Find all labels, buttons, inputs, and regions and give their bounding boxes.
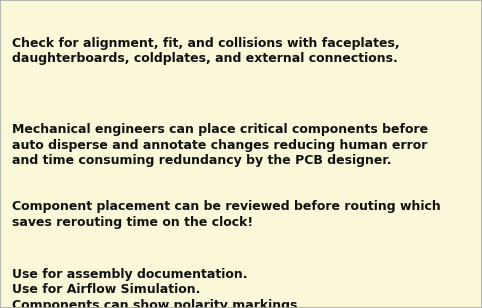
Text: Use for assembly documentation.
Use for Airflow Simulation.
Components can show : Use for assembly documentation. Use for …: [12, 268, 297, 308]
Text: Check for alignment, fit, and collisions with faceplates,
daughterboards, coldpl: Check for alignment, fit, and collisions…: [12, 37, 400, 66]
Text: Mechanical engineers can place critical components before
auto disperse and anno: Mechanical engineers can place critical …: [12, 123, 428, 167]
Text: Component placement can be reviewed before routing which
saves rerouting time on: Component placement can be reviewed befo…: [12, 200, 441, 229]
